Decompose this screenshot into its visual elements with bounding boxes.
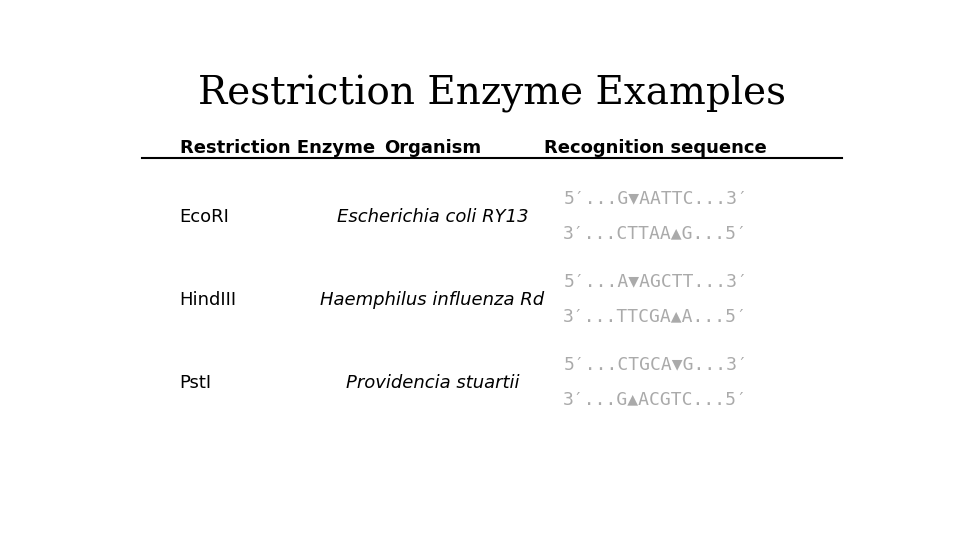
Text: HindIII: HindIII (180, 291, 237, 309)
Text: Restriction Enzyme: Restriction Enzyme (180, 139, 374, 157)
Text: Haemphilus influenza Rd: Haemphilus influenza Rd (321, 291, 544, 309)
Text: 5′...A▼AGCTT...3′: 5′...A▼AGCTT...3′ (564, 272, 748, 290)
Text: 3′...TTCGA▲A...5′: 3′...TTCGA▲A...5′ (564, 307, 748, 326)
Text: Escherichia coli RY13: Escherichia coli RY13 (337, 207, 528, 226)
Text: 5′...G▼AATTC...3′: 5′...G▼AATTC...3′ (564, 189, 748, 207)
Text: Restriction Enzyme Examples: Restriction Enzyme Examples (198, 75, 786, 113)
Text: PstI: PstI (180, 374, 211, 392)
Text: Recognition sequence: Recognition sequence (544, 139, 767, 157)
Text: 3′...G▲ACGTC...5′: 3′...G▲ACGTC...5′ (564, 390, 748, 409)
Text: Providencia stuartii: Providencia stuartii (346, 374, 519, 392)
Text: 3′...CTTAA▲G...5′: 3′...CTTAA▲G...5′ (564, 224, 748, 242)
Text: Organism: Organism (384, 139, 481, 157)
Text: EcoRI: EcoRI (180, 207, 229, 226)
Text: 5′...CTGCA▼G...3′: 5′...CTGCA▼G...3′ (564, 355, 748, 373)
